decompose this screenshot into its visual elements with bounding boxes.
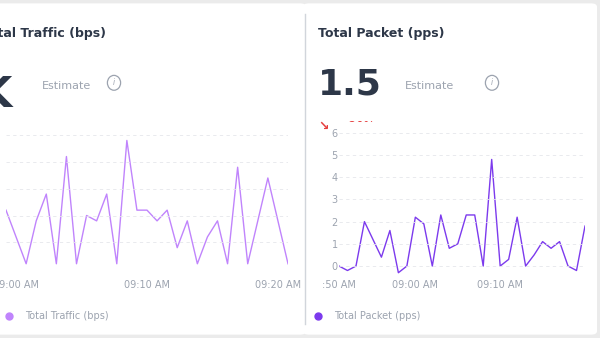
Text: ↘: ↘ [318,120,329,133]
Text: Total Traffic (bps): Total Traffic (bps) [26,311,109,321]
Text: Total Traffic (bps): Total Traffic (bps) [0,27,106,40]
Text: K: K [0,74,11,116]
Text: 20%: 20% [345,120,375,133]
Text: i: i [113,78,115,87]
Text: Total Packet (pps): Total Packet (pps) [318,27,445,40]
Text: Estimate: Estimate [42,81,91,91]
Text: 1.5: 1.5 [318,68,382,102]
Text: Total Packet (pps): Total Packet (pps) [335,311,421,321]
Text: i: i [491,78,493,87]
Text: Estimate: Estimate [405,81,454,91]
